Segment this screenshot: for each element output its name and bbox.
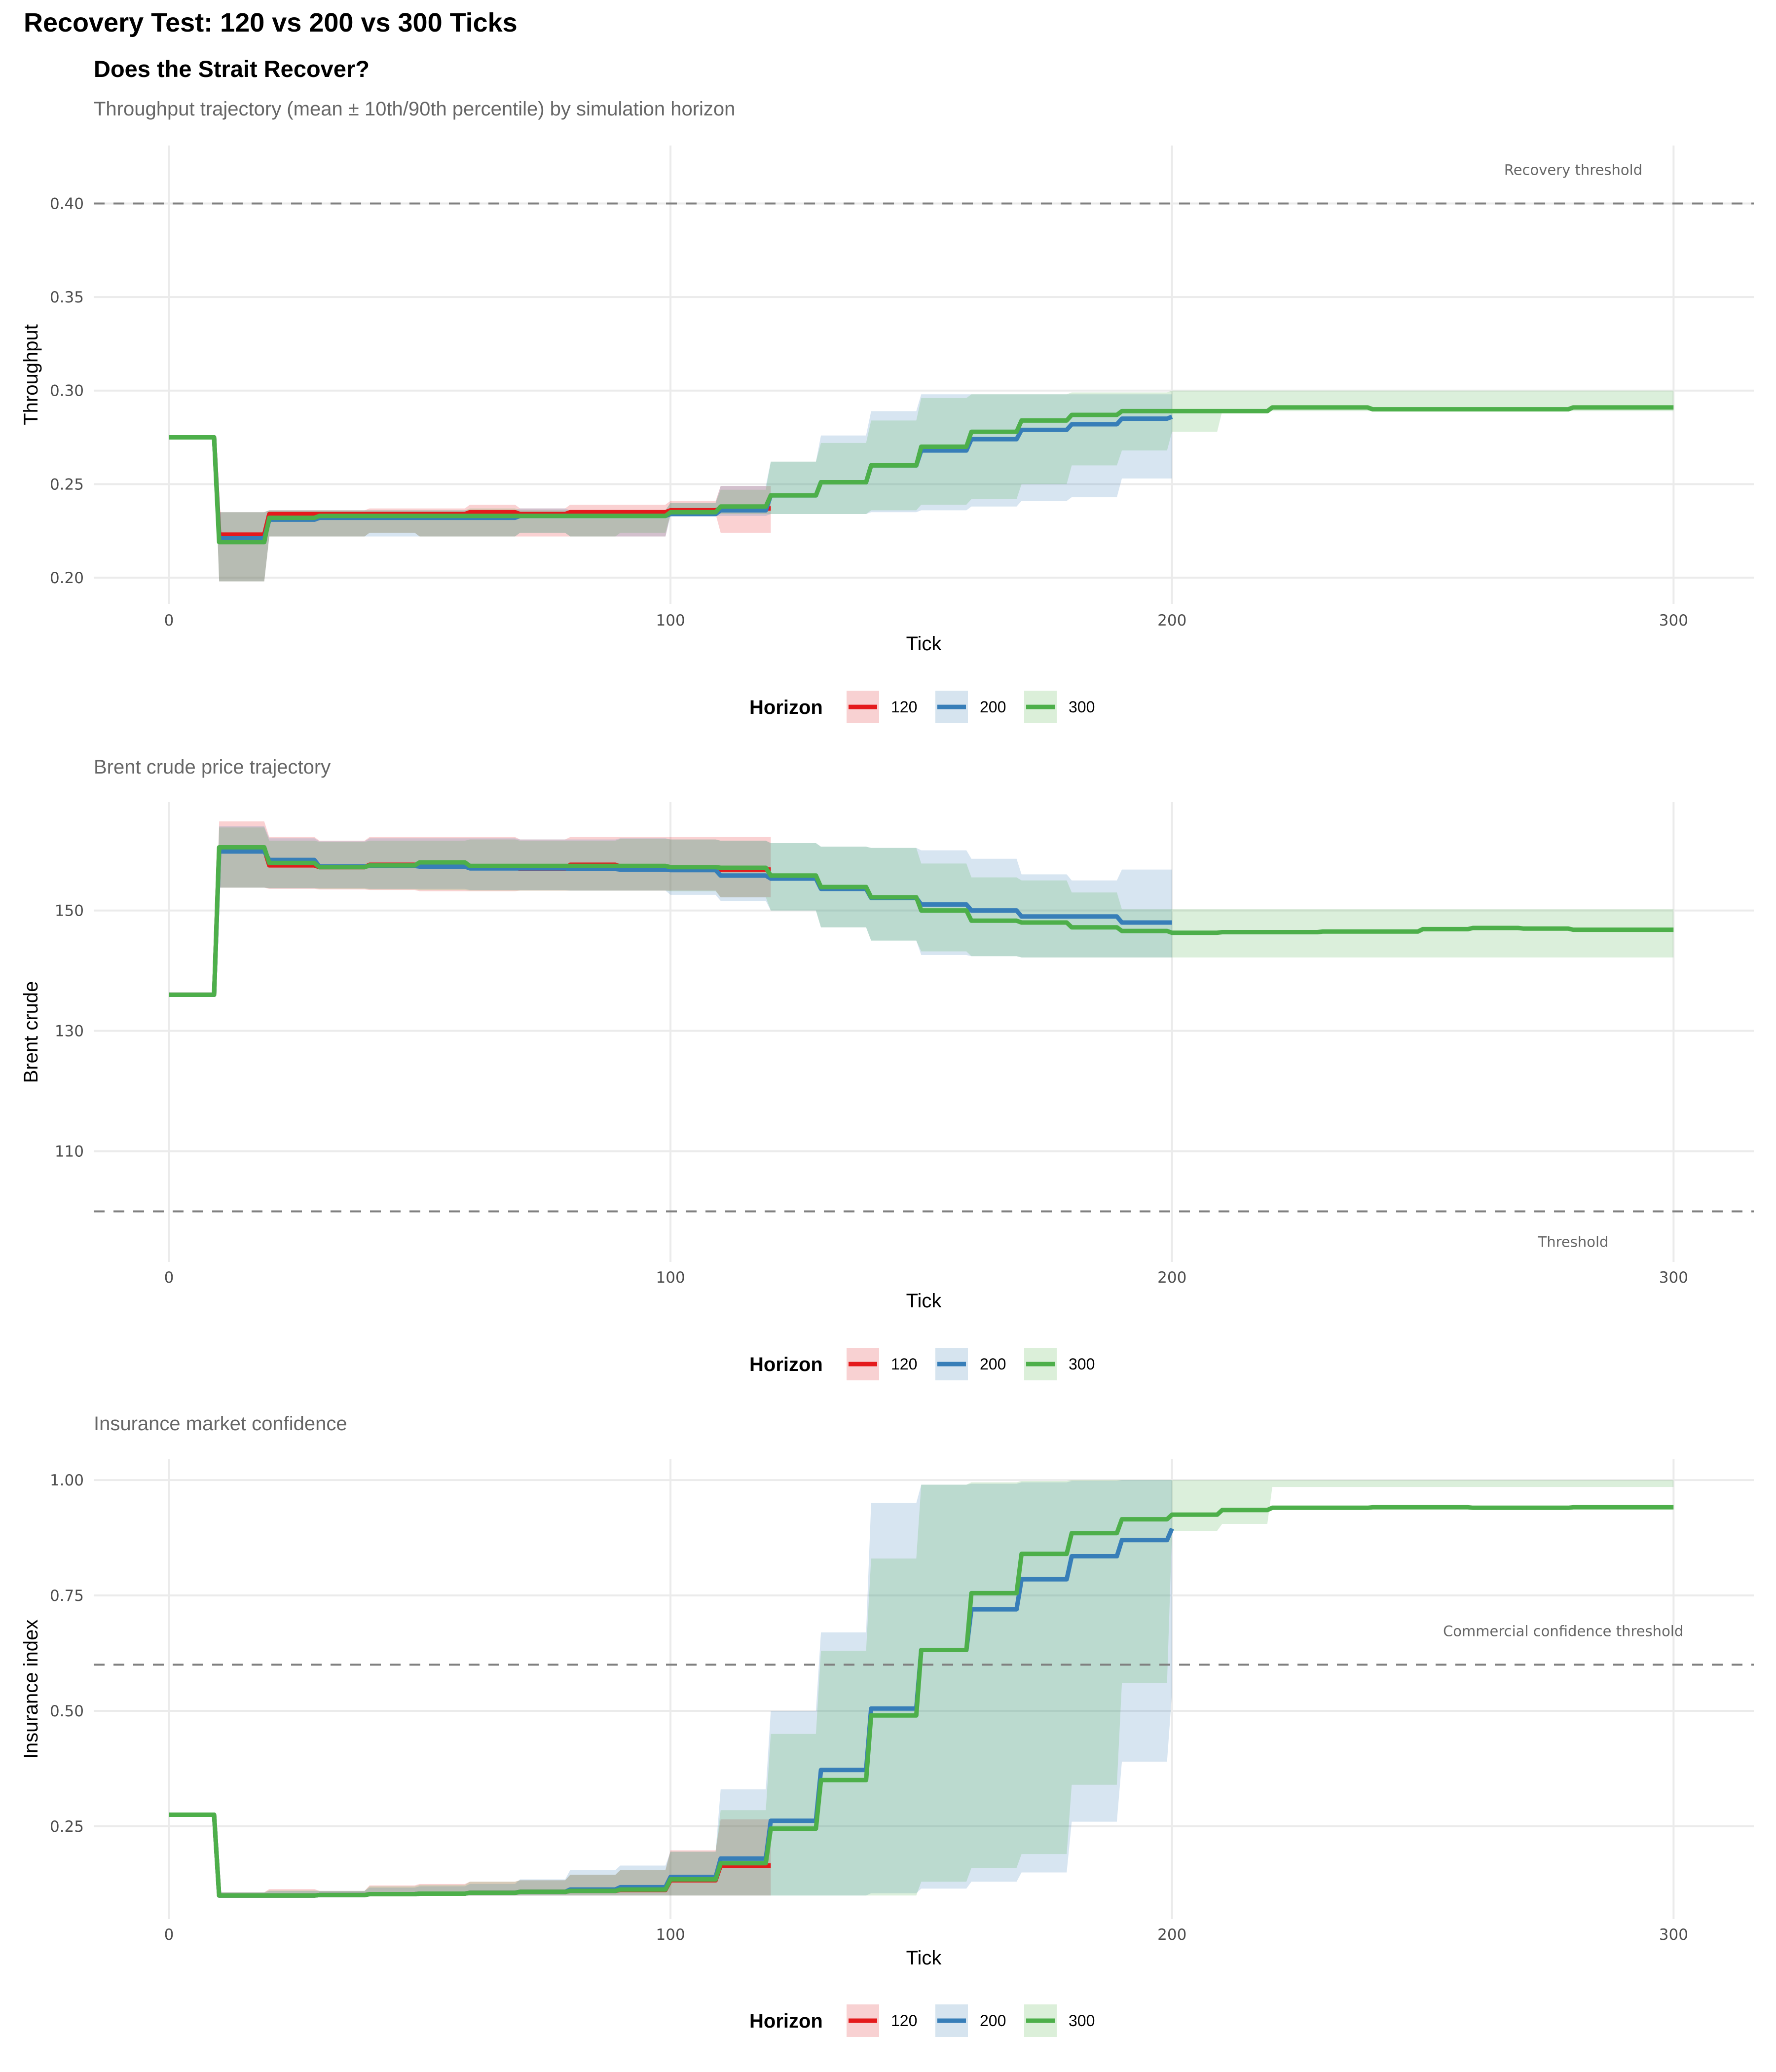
legend: Horizon 120 200 300 [749,2004,1095,2037]
x-tick-label: 200 [1157,1269,1186,1287]
panel-title: Insurance market confidence [94,1413,347,1435]
legend-item-200[interactable]: 200 [935,691,1006,723]
x-tick-label: 200 [1157,1926,1186,1944]
y-tick-label: 0.40 [50,195,84,213]
band-horizon-300 [169,390,1674,582]
x-tick-label: 300 [1659,1269,1688,1287]
legend-title: Horizon [749,2010,823,2032]
x-axis-title: Tick [906,1290,942,1312]
band-horizon-120 [169,437,771,582]
legend: Horizon 120 200 300 [749,691,1095,723]
legend-item-120[interactable]: 120 [847,691,917,723]
legend-item-200[interactable]: 200 [935,2004,1006,2037]
y-tick-label: 1.00 [50,1472,84,1489]
threshold-label: Threshold [1538,1234,1609,1251]
panel-brent-crude: Brent crude price trajectory 110 130 150 0 1… [20,756,1754,1380]
x-tick-label: 0 [164,1269,174,1287]
threshold-label: Commercial confidence threshold [1443,1623,1683,1639]
figure-subtitle: Does the Strait Recover? [94,56,370,82]
legend-label: 300 [1069,698,1095,716]
x-axis-title: Tick [906,633,942,655]
figure-caption: Throughput trajectory (mean ± 10th/90th … [94,98,735,120]
y-tick-label: 150 [55,902,84,920]
legend-label: 200 [980,1355,1006,1373]
legend-label: 300 [1069,2012,1095,2030]
line-horizon-300 [169,1505,1674,1898]
line-horizon-300 [169,405,1674,545]
x-tick-label: 0 [164,1926,174,1944]
legend-item-300[interactable]: 300 [1024,1348,1095,1380]
y-tick-label: 110 [55,1143,84,1161]
legend-item-120[interactable]: 120 [847,2004,917,2037]
y-tick-label: 0.75 [50,1587,84,1605]
y-axis-title: Insurance index [20,1620,42,1759]
legend-title: Horizon [749,697,823,718]
y-tick-label: 0.30 [50,382,84,400]
x-tick-label: 100 [656,612,685,629]
y-tick-label: 0.20 [50,569,84,587]
figure-title: Recovery Test: 120 vs 200 vs 300 Ticks [24,8,518,37]
panel-insurance: Insurance market confidence 0.25 0.50 0.75… [20,1413,1754,2037]
legend-item-200[interactable]: 200 [935,1348,1006,1380]
line-horizon-300 [169,845,1674,997]
band-horizon-200 [169,394,1172,582]
x-tick-label: 0 [164,612,174,629]
legend-label: 120 [891,698,917,716]
x-tick-label: 300 [1659,1926,1688,1944]
panel-title: Brent crude price trajectory [94,756,331,778]
y-axis-title: Brent crude [20,981,42,1083]
y-tick-label: 0.25 [50,1818,84,1836]
y-tick-label: 130 [55,1023,84,1040]
legend-label: 200 [980,2012,1006,2030]
legend-label: 200 [980,698,1006,716]
x-tick-label: 100 [656,1926,685,1944]
legend-item-120[interactable]: 120 [847,1348,917,1380]
legend-item-300[interactable]: 300 [1024,691,1095,723]
legend-label: 300 [1069,1355,1095,1373]
y-tick-label: 0.35 [50,289,84,306]
legend-label: 120 [891,1355,917,1373]
threshold-label: Recovery threshold [1504,162,1642,179]
y-tick-label: 0.25 [50,476,84,493]
panel-throughput: 0.20 0.25 0.30 0.35 0.40 0 100 200 300 Recovery t… [20,146,1754,723]
x-tick-label: 300 [1659,612,1688,629]
band-horizon-300 [169,1480,1674,1896]
y-axis-title: Throughput [20,324,42,425]
band-horizon-120 [169,1814,771,1896]
legend-label: 120 [891,2012,917,2030]
band-horizon-200 [169,1480,1172,1896]
x-axis-title: Tick [906,1947,942,1969]
y-tick-label: 0.50 [50,1702,84,1720]
grid [94,1459,1754,1919]
legend-item-300[interactable]: 300 [1024,2004,1095,2037]
legend: Horizon 120 200 300 [749,1348,1095,1380]
x-tick-label: 100 [656,1269,685,1287]
legend-title: Horizon [749,1354,823,1375]
x-tick-label: 200 [1157,612,1186,629]
